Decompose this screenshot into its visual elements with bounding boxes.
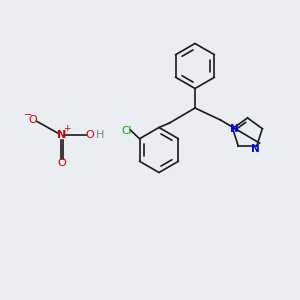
Text: N: N [230, 124, 239, 134]
Text: O: O [57, 158, 66, 169]
Text: +: + [63, 124, 70, 133]
Text: N: N [57, 130, 66, 140]
Text: −: − [23, 110, 32, 120]
Text: O: O [28, 115, 38, 125]
Text: O: O [85, 130, 94, 140]
Text: N: N [251, 143, 260, 154]
Text: Cl: Cl [121, 126, 132, 136]
Text: H: H [96, 130, 105, 140]
